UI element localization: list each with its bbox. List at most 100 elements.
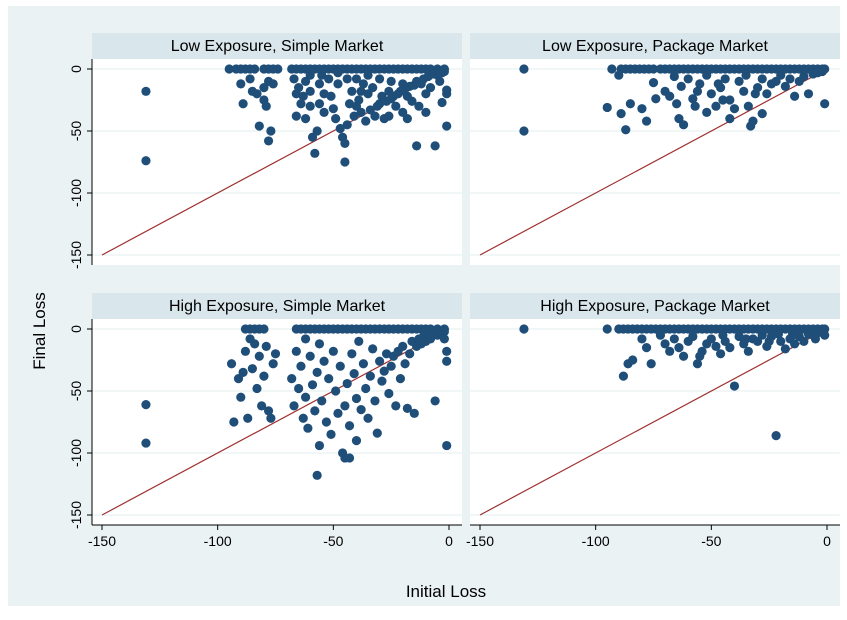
data-point	[335, 361, 345, 371]
data-point	[236, 79, 246, 89]
data-point	[261, 101, 271, 111]
data-point	[442, 121, 452, 131]
data-point	[363, 413, 373, 423]
data-point	[224, 64, 234, 74]
data-point	[790, 339, 800, 349]
y-tick-label: -100	[68, 179, 84, 207]
data-point	[519, 126, 529, 136]
data-point	[312, 470, 322, 480]
data-point	[326, 91, 336, 101]
data-point	[764, 336, 774, 346]
data-point	[372, 428, 382, 438]
data-point	[637, 104, 647, 114]
panel-title-strip	[470, 293, 840, 319]
data-point	[141, 86, 151, 96]
y-tick-label: -50	[68, 121, 84, 141]
data-point	[442, 85, 452, 95]
data-point	[250, 339, 260, 349]
data-point	[310, 148, 320, 158]
data-point	[365, 371, 375, 381]
data-point	[312, 367, 322, 377]
data-point	[442, 440, 452, 451]
data-point	[442, 356, 452, 366]
data-point	[349, 111, 359, 121]
data-point	[270, 349, 281, 359]
data-point	[641, 116, 652, 126]
data-point	[340, 157, 350, 167]
y-tick-label: 0	[68, 65, 84, 73]
data-point	[425, 83, 436, 93]
data-point	[261, 341, 271, 351]
data-point	[762, 89, 772, 99]
data-point	[743, 346, 753, 356]
data-point	[347, 349, 357, 359]
data-point	[412, 141, 422, 151]
data-point	[305, 86, 315, 96]
data-point	[312, 126, 322, 136]
data-point	[361, 383, 371, 394]
data-point	[356, 107, 366, 117]
data-point	[291, 346, 301, 356]
data-point	[342, 120, 352, 130]
data-point	[799, 71, 809, 82]
data-point	[725, 343, 735, 353]
data-point	[333, 68, 343, 78]
data-point	[333, 79, 343, 89]
data-point	[314, 79, 325, 89]
data-point	[409, 408, 419, 418]
data-point	[289, 401, 299, 411]
data-point	[328, 104, 338, 114]
data-point	[381, 349, 392, 359]
data-point	[314, 99, 325, 109]
data-point	[354, 95, 364, 105]
data-point	[625, 99, 635, 109]
data-point	[741, 334, 751, 344]
data-point	[342, 74, 352, 84]
data-point	[356, 86, 366, 96]
plot-area	[470, 319, 840, 525]
data-point	[421, 107, 431, 117]
data-point	[273, 64, 283, 74]
data-point	[405, 349, 415, 359]
data-point	[324, 74, 334, 84]
data-point	[607, 64, 617, 74]
figure-background: Low Exposure, Simple Market 0 -50 -100 -150 L…	[8, 6, 840, 606]
data-point	[628, 355, 638, 365]
data-point	[648, 64, 659, 74]
data-point	[333, 408, 343, 418]
data-point	[252, 89, 262, 99]
data-point	[669, 71, 679, 82]
data-point	[229, 417, 239, 427]
data-point	[331, 386, 341, 396]
data-point	[300, 392, 311, 402]
data-point	[254, 351, 264, 361]
data-point	[398, 341, 408, 351]
data-point	[141, 156, 151, 166]
data-point	[402, 114, 412, 124]
data-point	[291, 111, 301, 121]
data-point	[379, 366, 389, 376]
data-point	[141, 400, 151, 410]
data-point	[713, 79, 723, 89]
data-point	[238, 367, 248, 377]
panel-3: High Exposure, Simple Market 0 -50 -100 -150…	[68, 293, 462, 549]
data-point	[310, 406, 320, 416]
data-point	[351, 393, 362, 404]
data-point	[361, 116, 371, 126]
x-tick-label: -100	[582, 533, 610, 549]
data-point	[665, 91, 675, 101]
data-point	[296, 99, 306, 109]
panel-4: High Exposure, Package Market -150 -100 -50…	[466, 293, 840, 549]
data-point	[711, 101, 721, 111]
data-point	[240, 346, 251, 356]
data-point	[771, 431, 781, 441]
data-point	[414, 101, 424, 111]
reference-line	[479, 328, 828, 516]
x-tick-label: -100	[204, 533, 232, 549]
data-point	[305, 351, 315, 361]
data-point	[268, 359, 278, 369]
data-point	[820, 99, 830, 109]
data-point	[437, 97, 447, 108]
data-point	[340, 401, 350, 411]
y-tick-label: 0	[68, 325, 84, 333]
